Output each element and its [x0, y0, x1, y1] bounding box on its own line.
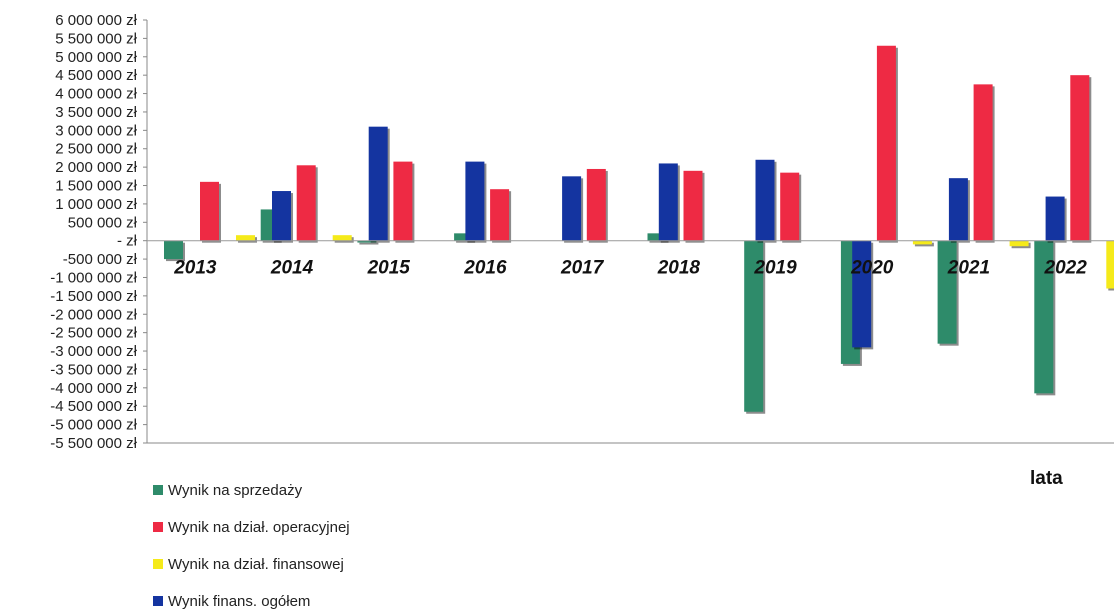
- y-tick-label: 2 500 000 zł: [55, 141, 137, 158]
- legend-label: Wynik na sprzedaży: [168, 482, 303, 499]
- y-tick-label: 5 000 000 zł: [55, 49, 137, 66]
- y-tick-label: 4 000 000 zł: [55, 86, 137, 103]
- bar: [1034, 240, 1054, 394]
- bar: [454, 233, 474, 241]
- bar: [562, 176, 582, 241]
- y-axis-tick-labels: 6 000 000 zł5 500 000 zł 5 000 000 zł4 50…: [50, 12, 147, 452]
- bar: [1045, 196, 1065, 241]
- legend-label: Wynik finans. ogółem: [168, 593, 310, 610]
- y-tick-label: -2 000 000 zł: [50, 306, 137, 323]
- bar-shadow: [914, 242, 934, 247]
- legend: Wynik na sprzedaży Wynik na dział. operac…: [153, 482, 350, 610]
- x-category-label: 2015: [367, 258, 411, 279]
- bar-shadow: [359, 242, 379, 245]
- y-tick-label: 3 500 000 zł: [55, 104, 137, 121]
- legend-swatch: [153, 485, 163, 495]
- bar: [744, 240, 764, 412]
- y-tick-label: 4 500 000 zł: [55, 67, 137, 84]
- bar: [948, 178, 968, 241]
- x-axis-category-labels: 2013 2014 2015 2016 2017 2018 2019 2020 2021 2022: [173, 258, 1087, 279]
- y-tick-label: -2 500 000 zł: [50, 325, 137, 342]
- bar: [200, 181, 219, 241]
- y-tick-label: - zł: [117, 233, 138, 250]
- y-tick-label: -5 500 000 zł: [50, 435, 137, 452]
- y-tick-label: -5 000 000 zł: [50, 417, 137, 434]
- bar: [1106, 240, 1114, 289]
- y-tick-label: 6 000 000 zł: [55, 12, 137, 29]
- bar: [272, 191, 291, 241]
- bar: [780, 172, 800, 241]
- bar: [683, 170, 703, 241]
- y-tick-label: 2 000 000 zł: [55, 159, 137, 176]
- y-tick-label: -1 000 000 zł: [50, 269, 137, 286]
- legend-swatch: [153, 596, 163, 606]
- bar: [490, 189, 510, 241]
- y-tick-label: -500 000 zł: [63, 251, 138, 268]
- bar: [937, 240, 957, 344]
- legend-label: Wynik na dział. finansowej: [168, 556, 344, 573]
- x-category-label: 2019: [753, 258, 797, 279]
- bar: [465, 161, 485, 241]
- legend-swatch: [153, 522, 163, 532]
- x-category-label: 2014: [270, 258, 314, 279]
- bar: [852, 240, 872, 348]
- y-tick-label: 5 500 000 zł: [55, 30, 137, 47]
- bar: [296, 165, 316, 241]
- bar: [368, 126, 388, 241]
- x-category-label: 2013: [173, 258, 217, 279]
- bar: [236, 235, 255, 241]
- bar: [973, 84, 993, 241]
- bar: [357, 240, 377, 243]
- y-tick-label: 500 000 zł: [68, 214, 138, 231]
- bar: [755, 159, 775, 241]
- legend-label: Wynik na dział. operacyjnej: [168, 519, 350, 536]
- y-tick-label: -1 500 000 zł: [50, 288, 137, 305]
- y-tick-label: 1 500 000 zł: [55, 178, 137, 195]
- bar: [164, 240, 183, 260]
- y-tick-label: -3 000 000 zł: [50, 343, 137, 360]
- bar: [1070, 75, 1090, 241]
- y-tick-label: -4 500 000 zł: [50, 398, 137, 415]
- bar: [912, 240, 932, 245]
- y-tick-label: 1 000 000 zł: [55, 196, 137, 213]
- legend-swatch: [153, 559, 163, 569]
- bar: [586, 168, 606, 241]
- y-tick-label: -4 000 000 zł: [50, 380, 137, 397]
- bar: [1009, 240, 1029, 247]
- x-category-label: 2017: [560, 258, 605, 279]
- bar: [658, 163, 678, 241]
- bar: [393, 161, 413, 241]
- x-category-label: 2022: [1044, 258, 1088, 279]
- bar: [876, 45, 896, 241]
- x-axis-title: lata: [1030, 468, 1063, 489]
- x-category-label: 2016: [463, 258, 507, 279]
- y-tick-label: -3 500 000 zł: [50, 361, 137, 378]
- y-tick-label: 3 000 000 zł: [55, 122, 137, 139]
- bar: [332, 235, 352, 241]
- bar: [647, 233, 667, 241]
- x-category-label: 2020: [850, 258, 894, 279]
- x-category-label: 2018: [657, 258, 701, 279]
- x-category-label: 2021: [947, 258, 990, 279]
- chart-bars: [164, 45, 1114, 414]
